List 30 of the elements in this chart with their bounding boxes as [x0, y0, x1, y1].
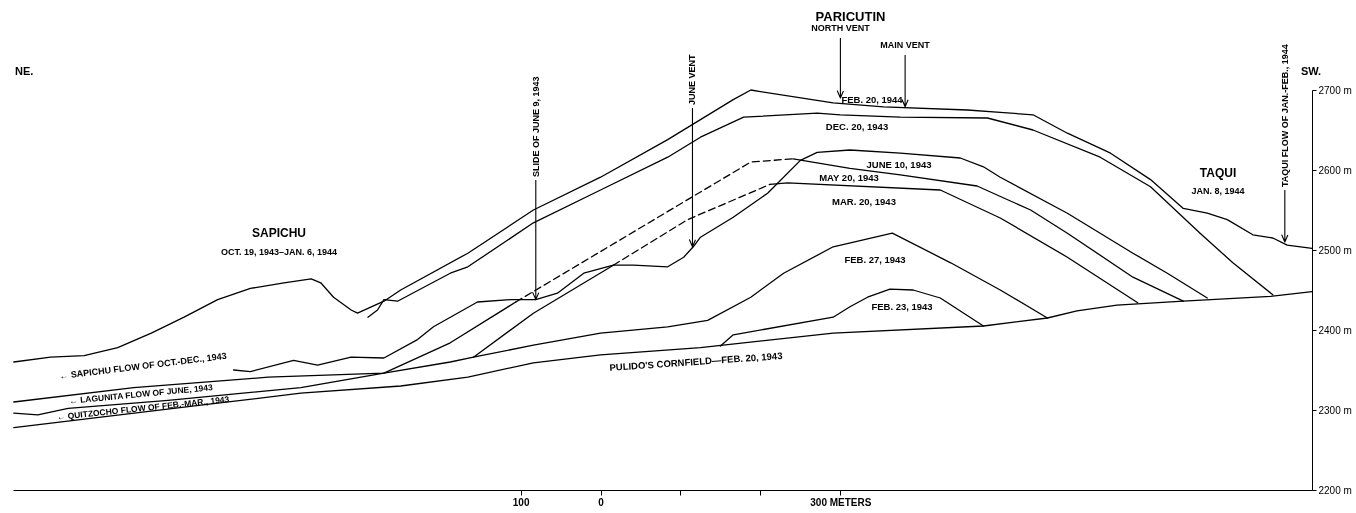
- annotation: MAIN VENT: [880, 40, 931, 50]
- y-tick-label: 2300 m: [1318, 404, 1352, 416]
- annotation: ← SAPICHU FLOW OF OCT.-DEC., 1943: [58, 350, 228, 382]
- text: SW.: [1301, 65, 1322, 77]
- text: NE.: [15, 65, 34, 77]
- y-tick-label: 2200 m: [1318, 484, 1352, 496]
- x-tick-label: 100: [512, 496, 530, 508]
- annotation: JAN. 8, 1944: [1191, 186, 1245, 196]
- y-tick-label: 2600 m: [1318, 164, 1352, 176]
- annotation: FEB. 20, 1944: [841, 94, 904, 105]
- annotation: JUNE VENT: [687, 53, 698, 105]
- annotation: TAQUI FLOW OF JAN.-FEB., 1944: [1279, 44, 1290, 187]
- chart-title: PARICUTIN: [815, 9, 886, 24]
- annotation: SLIDE OF JUNE 9, 1943: [530, 76, 541, 177]
- annotation: MAR. 20, 1943: [832, 196, 896, 207]
- annotation: FEB. 27, 1943: [844, 254, 906, 265]
- x-tick-label: 0: [598, 496, 605, 508]
- y-tick-label: 2500 m: [1318, 244, 1352, 256]
- annotation: PULIDO'S CORNFIELD—FEB. 20, 1943: [609, 349, 783, 374]
- annotation: MAY 20, 1943: [819, 172, 879, 183]
- annotation: SAPICHU: [251, 226, 307, 240]
- y-tick-label: 2400 m: [1318, 324, 1352, 336]
- x-tick-label: 300 METERS: [810, 496, 872, 508]
- annotation: DEC. 20, 1943: [825, 121, 889, 132]
- y-tick-label: 2700 m: [1318, 84, 1352, 96]
- annotation: FEB. 23, 1943: [871, 301, 933, 312]
- annotation: JUNE 10, 1943: [866, 159, 932, 170]
- annotation: TAQUI: [1199, 166, 1237, 180]
- annotation: OCT. 19, 1943–JAN. 6, 1944: [220, 247, 338, 257]
- text: NORTH VENT: [811, 23, 871, 33]
